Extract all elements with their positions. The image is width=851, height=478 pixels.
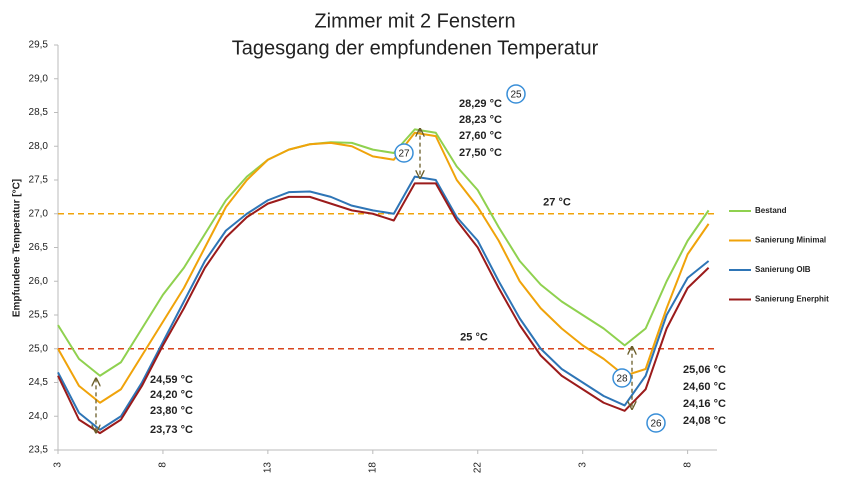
x-tick-label: 18: [367, 462, 378, 474]
y-tick-label: 28,0: [29, 141, 49, 152]
y-tick-label: 24,0: [29, 411, 49, 422]
x-tick-label: 22: [472, 462, 483, 474]
annotation-label: 24,59 °C: [150, 374, 193, 386]
marker-label: 25: [510, 90, 522, 101]
marker-label: 28: [616, 374, 628, 385]
reference-label: 27 °C: [543, 197, 571, 209]
annotation-label: 28,23 °C: [459, 114, 502, 126]
legend-label: Sanierung Minimal: [755, 236, 826, 245]
x-tick-label: 13: [263, 462, 274, 474]
y-tick-label: 29,0: [29, 73, 49, 84]
chart-title: Tagesgang der empfundenen Temperatur: [232, 37, 599, 59]
annotation-label: 24,20 °C: [150, 389, 193, 401]
y-tick-label: 28,5: [29, 107, 49, 118]
marker-circle: [612, 368, 632, 388]
legend-label: Sanierung Enerphit: [755, 295, 829, 304]
annotation-label: 24,60 °C: [683, 381, 726, 393]
annotation-label: 24,16 °C: [683, 398, 726, 410]
marker-circle: [646, 413, 666, 433]
y-tick-label: 23,5: [29, 445, 49, 456]
y-axis-label: Empfundene Temperatur [°C]: [12, 179, 23, 317]
x-tick-label: 8: [158, 462, 169, 468]
y-tick-label: 27,5: [29, 175, 49, 186]
x-tick-label: 3: [53, 462, 64, 468]
y-tick-label: 27,0: [29, 208, 49, 219]
legend-label: Bestand: [755, 206, 787, 215]
marker-label: 27: [398, 149, 410, 160]
chart-title: Zimmer mit 2 Fenstern: [314, 10, 515, 32]
annotation-label: 25,06 °C: [683, 364, 726, 376]
marker-circle: [506, 84, 526, 104]
annotation-label: 28,29 °C: [459, 98, 502, 110]
y-tick-label: 26,5: [29, 242, 49, 253]
x-tick-label: 3: [577, 462, 588, 468]
marker-circle: [394, 143, 414, 163]
series-line: [57, 182, 710, 435]
series-line: [57, 128, 710, 377]
reference-label: 25 °C: [460, 332, 488, 344]
y-tick-label: 24,5: [29, 377, 49, 388]
annotation-label: 24,08 °C: [683, 415, 726, 427]
y-tick-label: 25,5: [29, 310, 49, 321]
y-tick-label: 25,0: [29, 343, 49, 354]
y-tick-label: 29,5: [29, 40, 49, 51]
legend-label: Sanierung OIB: [755, 265, 811, 274]
series-line: [57, 131, 710, 404]
marker-label: 26: [650, 419, 662, 430]
x-tick-label: 8: [682, 462, 693, 468]
annotation-label: 27,50 °C: [459, 147, 502, 159]
y-tick-label: 26,0: [29, 276, 49, 287]
annotation-label: 23,80 °C: [150, 405, 193, 417]
series-line: [57, 175, 710, 431]
annotation-label: 23,73 °C: [150, 424, 193, 436]
annotation-label: 27,60 °C: [459, 130, 502, 142]
